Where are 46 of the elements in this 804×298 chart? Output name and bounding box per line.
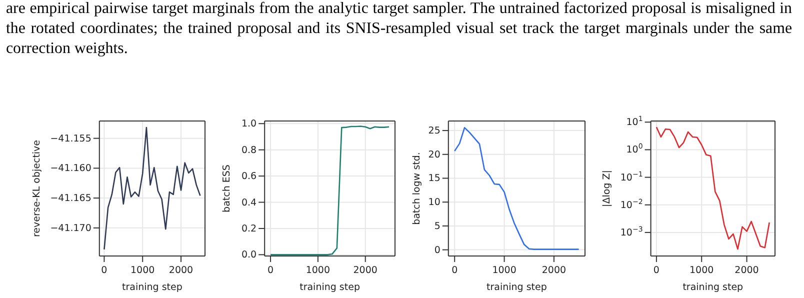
y-tick-label: 10$^{−3}$ [620,225,643,238]
line-series [270,126,390,256]
x-tick-label: 2000 [353,265,378,276]
y-tick-label: 0.0 [241,250,257,261]
x-tick-label: 2000 [168,265,194,276]
x-tick-label: 1000 [306,265,330,276]
x-axis-title: training step [122,282,182,293]
y-tick-label: 10 [428,197,440,208]
y-tick-label: −41.155 [50,133,92,144]
x-tick-label: 0 [268,265,274,276]
y-tick-label: 0.6 [241,171,257,182]
x-tick-label: 0 [452,265,458,276]
y-tick-label: 0 [434,244,440,256]
y-tick-label: 0.4 [241,197,257,208]
y-tick-label: 10$^{1}$ [626,115,643,128]
line-series [656,126,770,250]
y-tick-label: −41.170 [50,222,92,234]
x-tick-label: 2000 [542,265,566,276]
y-axis-title: batch ESS [221,164,232,212]
y-tick-label: 10$^{−2}$ [620,198,643,211]
line-series [104,126,201,250]
y-tick-label: 0.2 [241,223,257,234]
line-series [454,127,580,250]
y-tick-label: 10$^{−1}$ [620,170,643,184]
x-tick-label: 0 [101,265,108,276]
y-tick-label: 1.0 [241,118,257,130]
text: are empirical pairwise target marginals from the analytic target sampler. The untrained factorized proposal is misaligned in the rotated coordinates; the trained proposal and its SNIS-resampled visual set track the target marginals under the same correction weights. [6,0,792,59]
x-tick-label: 1000 [130,265,155,276]
x-tick-label: 2000 [734,265,759,276]
x-tick-label: 1000 [690,265,714,276]
y-tick-label: 15 [428,173,440,184]
y-axis-title: |Δlog Z| [601,170,612,207]
y-tick-label: 10$^{0}$ [626,142,643,156]
y-tick-label: 20 [428,149,440,160]
x-tick-label: 0 [653,265,660,276]
y-tick-label: 0.8 [241,144,257,156]
y-axis-title: batch logw std. [411,152,422,225]
x-axis-title: training step [300,282,360,293]
x-axis-title: training step [682,282,744,293]
y-tick-label: 25 [428,126,440,137]
y-tick-label: 5 [434,220,440,232]
x-tick-label: 1000 [492,265,516,276]
y-tick-label: −41.160 [50,163,92,174]
x-axis-title: training step [486,282,547,293]
y-tick-label: −41.165 [50,193,92,204]
y-axis-title: reverse-KL objective [31,140,42,238]
